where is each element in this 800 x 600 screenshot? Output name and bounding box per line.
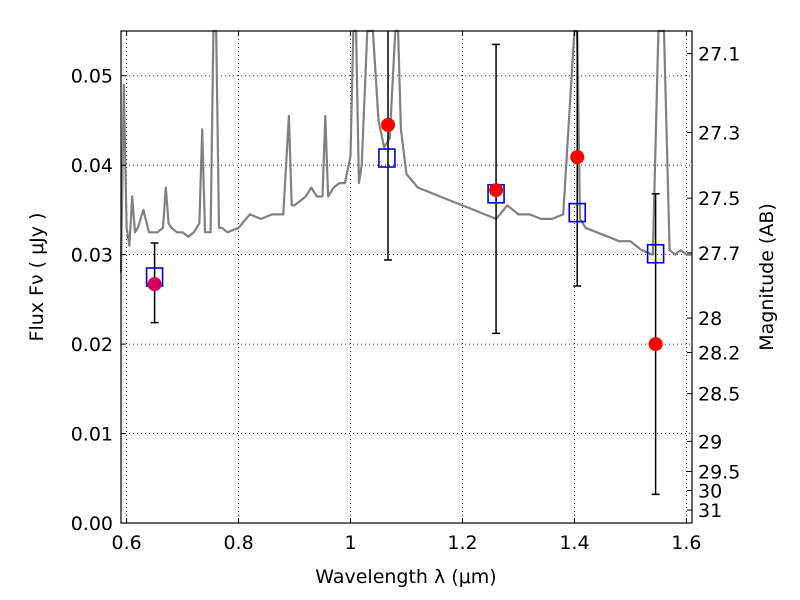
plot-data <box>119 29 692 496</box>
y2-tick-label: 28.5 <box>698 384 740 406</box>
x-tick-label: 1.4 <box>559 532 589 554</box>
plot-frame <box>120 30 693 524</box>
y2-tick-label: 27.3 <box>698 123 740 145</box>
axis-ticks: 0.6 0.8 1 1.2 1.4 1.6 0.00 0.01 0.02 0.03 0.04 0.05… <box>71 31 740 554</box>
y2-tick-label: 27.5 <box>698 188 740 210</box>
x-tick-label: 0.6 <box>111 532 141 554</box>
x-tick-label: 0.8 <box>223 532 253 554</box>
y2-tick-label: 27.7 <box>698 243 740 265</box>
x-axis-title: Wavelength λ (μm) <box>315 566 496 588</box>
y2-tick-label: 28.2 <box>698 343 740 365</box>
model-photometry-square <box>378 148 396 168</box>
y-tick-label: 0.05 <box>71 66 113 88</box>
y-tick-label: 0.01 <box>71 424 113 446</box>
model-spectrum-line <box>119 29 692 273</box>
observed-flux-point <box>489 183 504 198</box>
x-tick-label: 1.6 <box>671 532 701 554</box>
y-tick-label: 0.02 <box>71 334 113 356</box>
x-tick-label: 1 <box>344 532 356 554</box>
model-photometry-square <box>568 202 587 223</box>
y2-tick-label: 29.5 <box>698 462 740 484</box>
overlap-marker <box>147 277 162 292</box>
observed-flux-point <box>381 117 396 132</box>
model-photometry-square <box>646 243 665 264</box>
observed-flux-point <box>570 150 585 165</box>
right-y-axis-title: Magnitude (AB) <box>756 203 778 351</box>
y-axis-title: Flux Fν ( μJy ) <box>26 213 48 342</box>
y2-tick-label: 29 <box>698 431 722 453</box>
y2-tick-label: 27.1 <box>698 44 740 66</box>
grid-lines <box>121 31 692 524</box>
observed-flux-point <box>648 337 663 352</box>
y-tick-label: 0.04 <box>71 155 113 177</box>
y2-tick-label: 28 <box>698 308 722 330</box>
y2-tick-label: 30 <box>698 481 722 503</box>
x-tick-label: 1.2 <box>447 532 477 554</box>
y-tick-label: 0.00 <box>71 513 113 535</box>
y-tick-label: 0.03 <box>71 245 113 267</box>
y2-tick-label: 31 <box>698 500 722 522</box>
